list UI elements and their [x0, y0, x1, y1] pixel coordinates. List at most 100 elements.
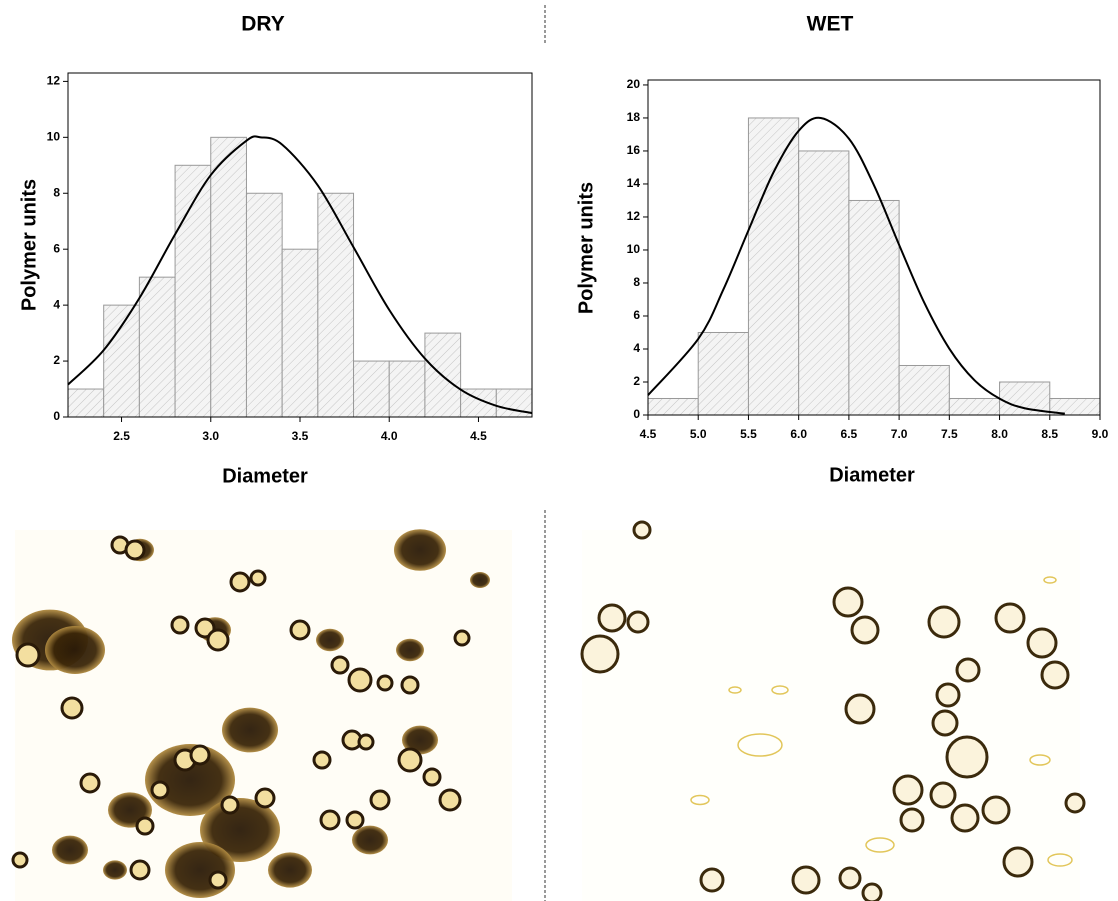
- bar: [103, 304, 140, 418]
- chart-title: DRY: [241, 13, 285, 36]
- particle: [927, 605, 961, 639]
- particle: [124, 539, 146, 561]
- particle-cluster: [103, 860, 127, 880]
- fit-curve: [647, 116, 1065, 415]
- particle: [453, 629, 471, 647]
- debris: [1043, 576, 1057, 584]
- particle: [15, 642, 41, 668]
- x-tick-label: 7.0: [891, 427, 908, 441]
- x-axis-label: Diameter: [829, 464, 915, 486]
- debris: [865, 837, 895, 853]
- bar: [210, 136, 247, 418]
- particle: [129, 859, 151, 881]
- particle: [935, 682, 961, 708]
- fit-curve: [67, 135, 533, 415]
- particle: [929, 781, 957, 809]
- particle: [422, 767, 442, 787]
- y-tick-label: 18: [627, 110, 641, 124]
- bar: [948, 397, 1001, 416]
- x-tick-label: 3.5: [292, 429, 309, 443]
- particle: [699, 867, 725, 893]
- particle: [347, 667, 373, 693]
- y-tick-label: 6: [633, 308, 640, 322]
- y-tick-label: 12: [47, 74, 61, 88]
- bar: [388, 360, 426, 418]
- debris: [1047, 853, 1073, 867]
- particle: [400, 675, 420, 695]
- particle: [955, 657, 981, 683]
- x-tick-label: 3.0: [202, 429, 219, 443]
- x-tick-label: 5.5: [740, 427, 757, 441]
- plot-frame: [647, 79, 1101, 416]
- x-tick-label: 2.5: [113, 429, 130, 443]
- particle: [832, 586, 864, 618]
- particle-cluster: [200, 798, 280, 862]
- x-tick-label: 4.5: [640, 427, 657, 441]
- particle: [79, 772, 101, 794]
- particle: [945, 735, 989, 779]
- particle: [11, 851, 29, 869]
- particle: [1064, 792, 1086, 814]
- y-tick-label: 2: [633, 374, 640, 388]
- particle: [254, 787, 276, 809]
- bar: [245, 192, 283, 418]
- particle: [838, 866, 862, 890]
- y-tick-label: 10: [627, 242, 641, 256]
- particle: [369, 789, 391, 811]
- particle: [899, 807, 925, 833]
- particle: [319, 809, 341, 831]
- particle: [994, 602, 1026, 634]
- particle: [229, 571, 251, 593]
- bar: [317, 192, 355, 418]
- bar: [798, 150, 850, 416]
- particle-cluster: [470, 572, 490, 588]
- particle-cluster: [352, 825, 388, 855]
- x-tick-label: 5.0: [690, 427, 707, 441]
- particle-cluster: [402, 725, 438, 755]
- particle: [60, 696, 84, 720]
- particle: [289, 619, 311, 641]
- particle: [950, 803, 980, 833]
- y-tick-label: 12: [627, 209, 641, 223]
- y-tick-label: 4: [633, 341, 640, 355]
- bar: [697, 331, 749, 416]
- particle-cluster: [52, 835, 88, 865]
- bar: [67, 388, 105, 418]
- y-tick-label: 6: [53, 241, 60, 255]
- x-axis-label: Diameter: [222, 465, 308, 487]
- bar: [281, 248, 319, 418]
- particle: [397, 747, 423, 773]
- y-tick-label: 8: [53, 185, 60, 199]
- particle: [357, 733, 375, 751]
- particle: [1040, 660, 1070, 690]
- particle: [931, 709, 959, 737]
- debris: [737, 733, 783, 757]
- y-tick-label: 10: [47, 129, 61, 143]
- x-tick-label: 4.0: [381, 429, 398, 443]
- y-tick-label: 8: [633, 275, 640, 289]
- x-tick-label: 6.5: [841, 427, 858, 441]
- y-axis-label: Polymer units: [18, 179, 40, 311]
- micrograph-wet: [582, 530, 1080, 901]
- debris: [1029, 754, 1051, 766]
- particle-cluster: [145, 744, 235, 816]
- particle-cluster: [394, 529, 446, 571]
- x-tick-label: 8.0: [991, 427, 1008, 441]
- y-tick-label: 0: [633, 407, 640, 421]
- particle: [249, 569, 267, 587]
- particle-cluster: [316, 628, 344, 652]
- y-tick-label: 0: [53, 409, 60, 423]
- bar: [138, 276, 176, 418]
- x-tick-label: 7.5: [941, 427, 958, 441]
- particle-cluster: [268, 852, 312, 888]
- debris: [690, 794, 710, 806]
- particle: [1002, 846, 1034, 878]
- particle-cluster: [222, 707, 278, 753]
- particle: [632, 520, 652, 540]
- particle-cluster: [165, 842, 235, 898]
- particle: [345, 810, 365, 830]
- particle: [1026, 627, 1058, 659]
- particle: [150, 780, 170, 800]
- y-tick-label: 2: [53, 353, 60, 367]
